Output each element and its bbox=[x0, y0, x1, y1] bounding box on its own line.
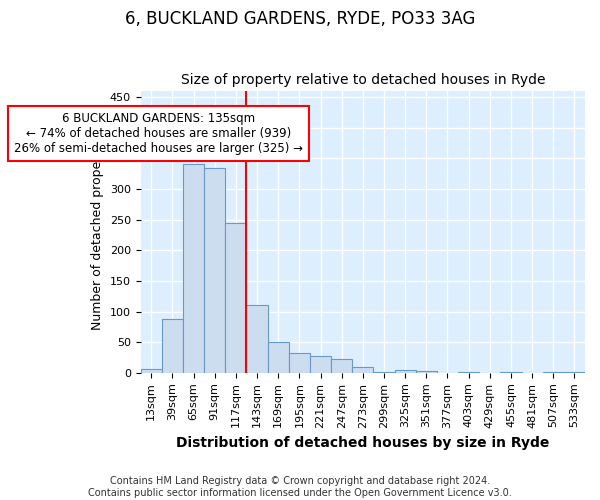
Bar bbox=[373, 372, 395, 373]
Bar bbox=[458, 372, 479, 373]
Bar bbox=[183, 164, 204, 373]
Bar bbox=[352, 368, 373, 373]
Text: 6, BUCKLAND GARDENS, RYDE, PO33 3AG: 6, BUCKLAND GARDENS, RYDE, PO33 3AG bbox=[125, 10, 475, 28]
Bar bbox=[226, 222, 247, 373]
Text: Contains HM Land Registry data © Crown copyright and database right 2024.
Contai: Contains HM Land Registry data © Crown c… bbox=[88, 476, 512, 498]
Bar bbox=[310, 356, 331, 373]
Bar bbox=[416, 371, 437, 373]
Bar bbox=[247, 306, 268, 373]
Y-axis label: Number of detached properties: Number of detached properties bbox=[91, 134, 104, 330]
Bar bbox=[564, 372, 585, 373]
Bar bbox=[289, 352, 310, 373]
Bar bbox=[542, 372, 564, 373]
Bar bbox=[395, 370, 416, 373]
X-axis label: Distribution of detached houses by size in Ryde: Distribution of detached houses by size … bbox=[176, 436, 550, 450]
Text: 6 BUCKLAND GARDENS: 135sqm
← 74% of detached houses are smaller (939)
26% of sem: 6 BUCKLAND GARDENS: 135sqm ← 74% of deta… bbox=[14, 112, 303, 156]
Bar bbox=[140, 368, 162, 373]
Bar bbox=[500, 372, 521, 373]
Bar bbox=[331, 360, 352, 373]
Bar bbox=[268, 342, 289, 373]
Title: Size of property relative to detached houses in Ryde: Size of property relative to detached ho… bbox=[181, 73, 545, 87]
Bar bbox=[162, 319, 183, 373]
Bar bbox=[204, 168, 226, 373]
